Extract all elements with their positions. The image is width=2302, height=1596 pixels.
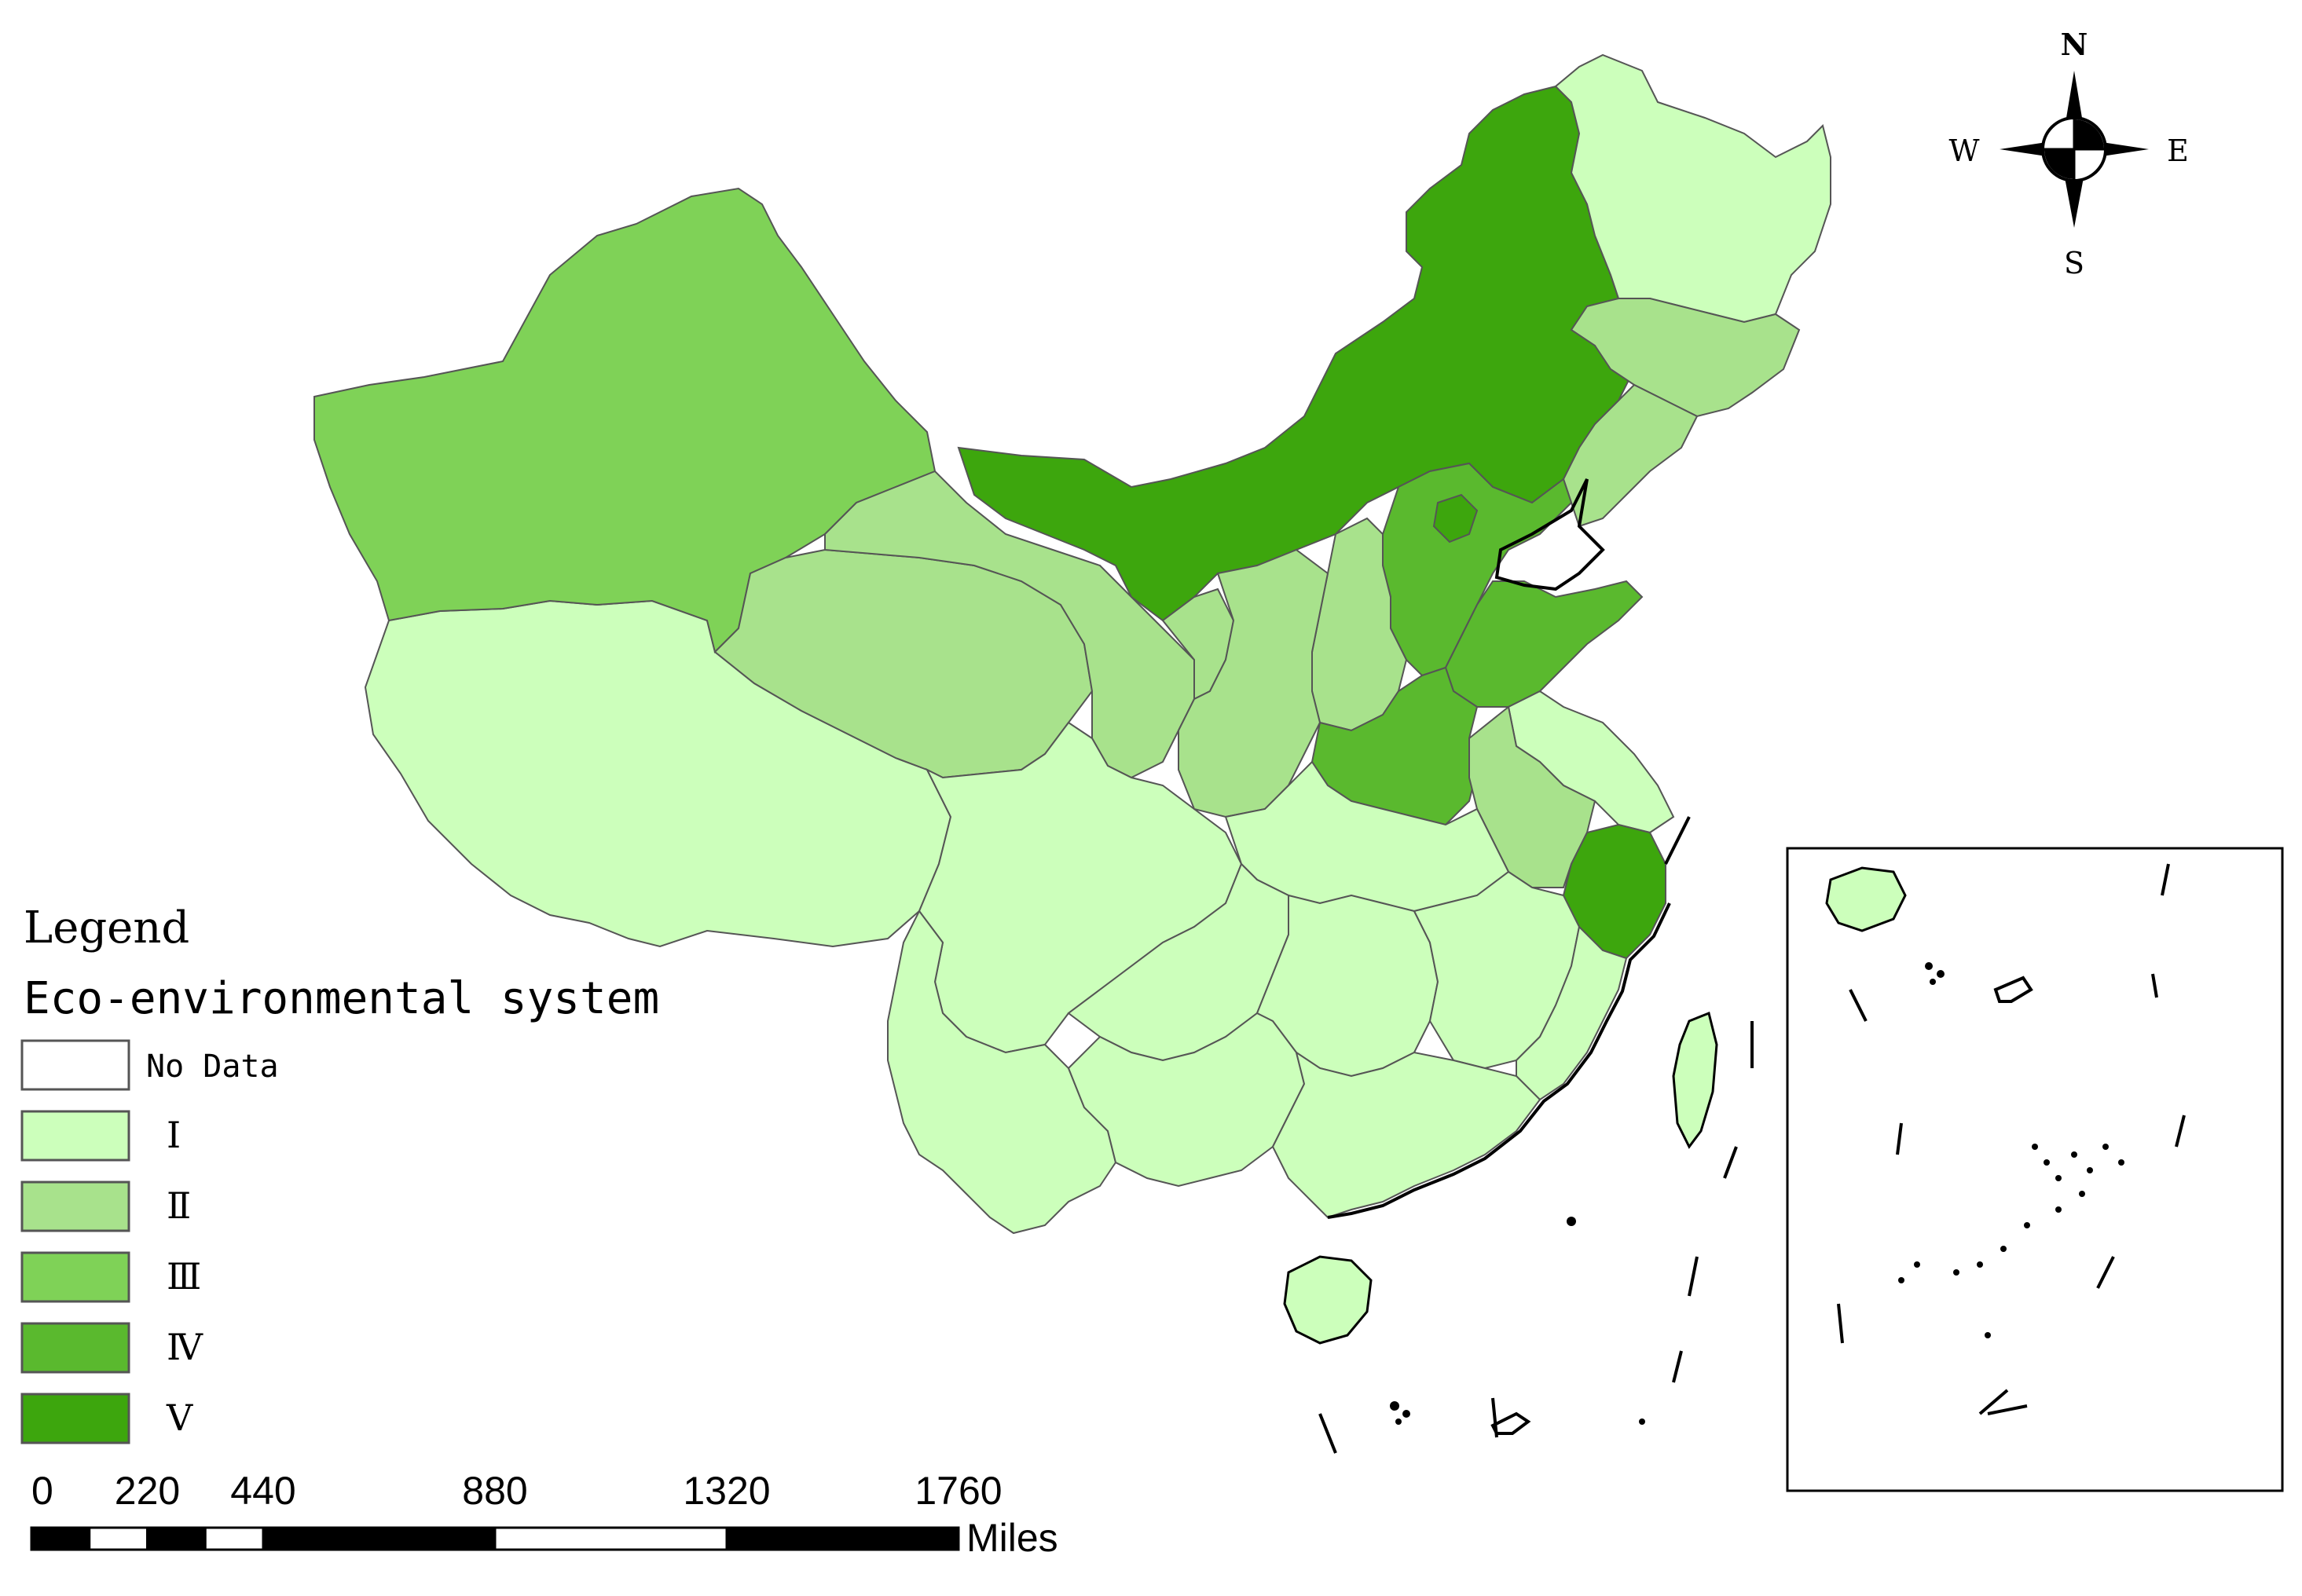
legend-label: Ⅲ [167,1255,201,1298]
scale-unit-label: Miles [966,1516,1058,1560]
legend-items: No Data Ⅰ Ⅱ Ⅲ Ⅳ Ⅴ [20,1039,279,1444]
south-china-sea-inset [1786,847,2284,1492]
region-yunnan [887,910,1117,1235]
region-beijing [1432,493,1479,544]
scale-tick-label: 880 [462,1469,527,1513]
region-guangdong [1271,1050,1541,1219]
scale-tick-label: 1320 [683,1469,770,1513]
scale-segment [493,1526,728,1551]
compass-south-label: S [2064,246,2084,280]
island-dot [2032,1144,2038,1150]
island-dot [2118,1159,2124,1166]
scale-bar: 0 220 440 880 1320 1760 Miles [30,1469,1058,1560]
compass-east-label: E [2167,134,2189,168]
scale-tick-label: 220 [115,1469,180,1513]
north-arrow-compass-icon: N S W E [1948,27,2188,280]
compass-west-label: W [1948,134,1979,168]
legend-label: No Data [146,1049,279,1085]
legend-title: Legend [24,902,189,954]
legend-swatch [20,1393,130,1444]
island-dot [2079,1191,2085,1197]
legend-label: Ⅰ [167,1114,181,1156]
scale-segment [30,1526,91,1551]
region-taiwan [1672,1011,1718,1149]
island-dot [2055,1206,2062,1213]
island-dot [1977,1261,1983,1268]
island-dot [1953,1269,1959,1276]
island-dot [2102,1144,2109,1150]
island-dot [1567,1217,1576,1226]
region-inner-mongolia [957,85,1636,622]
region-gansu [824,470,1195,779]
scale-tick-label: 440 [230,1469,295,1513]
island-dot [1639,1418,1645,1425]
legend-swatch [20,1322,130,1374]
scale-tick-label: 0 [31,1469,53,1513]
island-dot [1925,962,1933,970]
island-dot [1930,979,1936,985]
island-dot [1985,1332,1991,1338]
legend-swatch [20,1110,130,1162]
legend-label: Ⅳ [167,1326,203,1368]
scale-segments [30,1526,960,1551]
island-outline [1490,1411,1531,1435]
island-dot [1937,970,1945,978]
island-dot [1914,1261,1920,1268]
legend-label: Ⅴ [166,1396,193,1439]
island-dot [2000,1246,2007,1252]
scale-segment [88,1526,148,1551]
island-dot [2055,1175,2062,1181]
island-dot [2071,1151,2077,1158]
island-dot [2024,1222,2030,1228]
island-dot [1402,1410,1410,1418]
scale-segment [203,1526,265,1551]
nine-dash-line [1318,1021,1754,1454]
island-dot [1395,1418,1402,1425]
eastern-coastline [1327,816,1691,1219]
legend-subtitle: Eco-environmental system [24,973,659,1024]
inset-island-outline [1993,976,2033,1003]
island-dot [2087,1167,2093,1173]
compass-north-label: N [2061,27,2088,62]
inset-dashes [1837,863,2186,1415]
bohai-gulf-outline [1494,478,1605,591]
legend-swatch [20,1251,130,1303]
region-hainan [1283,1255,1373,1345]
scale-tick-label: 1760 [915,1469,1002,1513]
island-dot [1898,1277,1904,1283]
region-jilin [1570,298,1801,418]
scale-segment [725,1526,960,1551]
inset-hainan [1825,866,1907,932]
scale-segment [146,1526,207,1551]
scale-segment [262,1526,497,1551]
legend: Legend Eco-environmental system No Data Ⅰ… [20,902,659,1444]
legend-swatch [20,1181,130,1232]
legend-swatch [20,1039,130,1091]
legend-label: Ⅱ [167,1184,191,1227]
region-fujian [1516,924,1628,1101]
island-dot [1390,1401,1399,1411]
island-dot [2044,1159,2050,1166]
region-liaoning [1562,383,1699,528]
inset-frame [1786,847,2284,1492]
scale-tick-labels: 0 220 440 880 1320 1760 [31,1469,1003,1513]
